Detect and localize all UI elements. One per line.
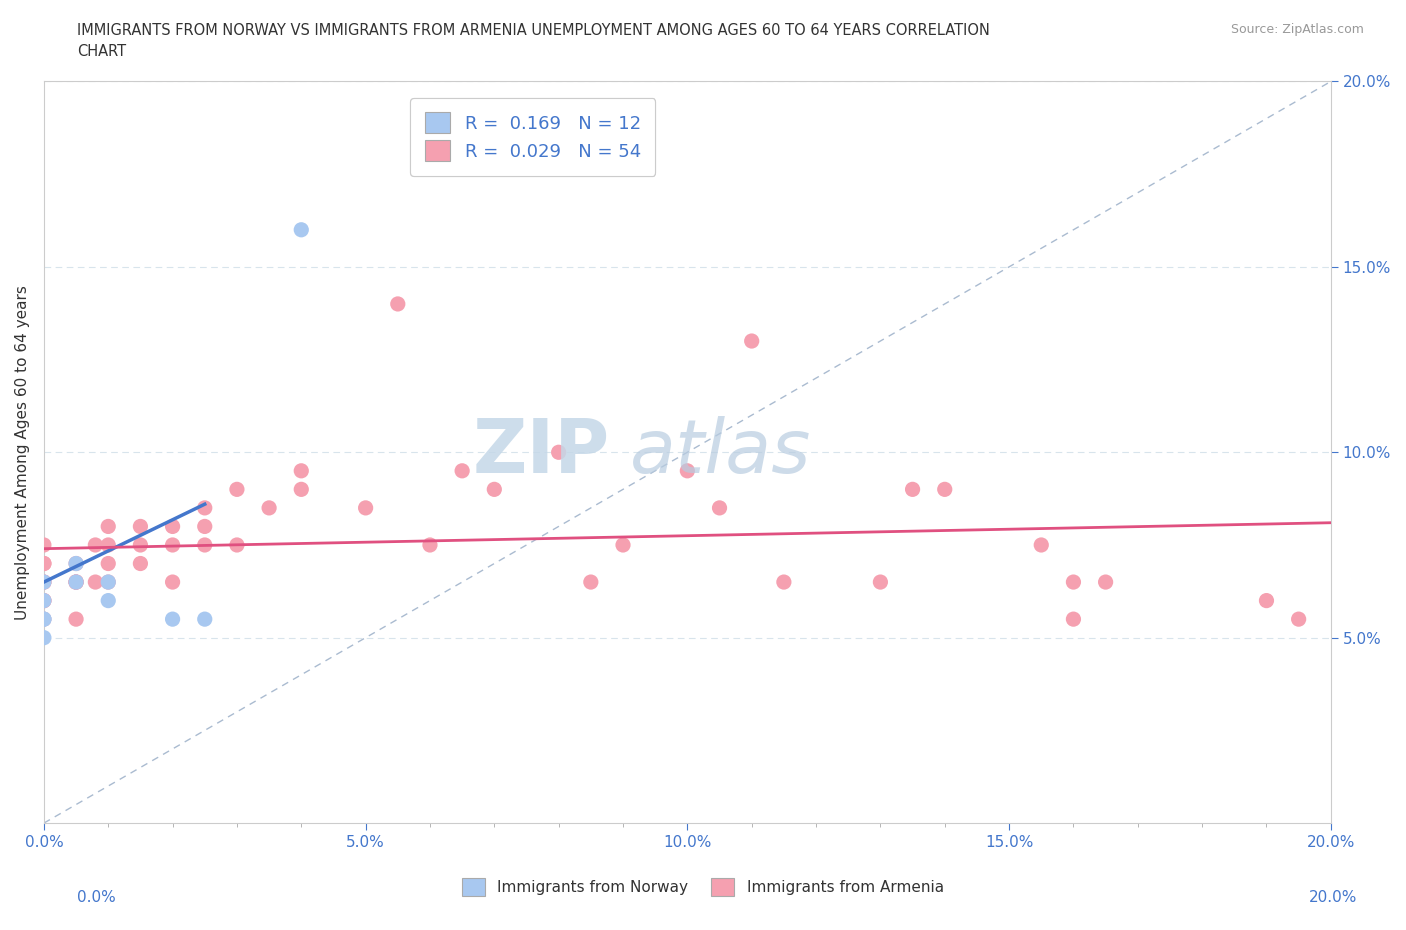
Point <box>869 575 891 590</box>
Point <box>612 538 634 552</box>
Point <box>65 556 87 571</box>
Point <box>773 575 796 590</box>
Point <box>1256 593 1278 608</box>
Point <box>194 612 217 627</box>
Point <box>741 334 763 349</box>
Point <box>129 519 152 534</box>
Point <box>162 612 184 627</box>
Point <box>97 575 120 590</box>
Text: 0.0%: 0.0% <box>77 890 117 905</box>
Point <box>32 556 55 571</box>
Point <box>32 556 55 571</box>
Point <box>162 575 184 590</box>
Text: Source: ZipAtlas.com: Source: ZipAtlas.com <box>1230 23 1364 36</box>
Point <box>97 556 120 571</box>
Point <box>1062 575 1084 590</box>
Point <box>32 593 55 608</box>
Point <box>547 445 569 459</box>
Point <box>226 538 249 552</box>
Point <box>84 575 107 590</box>
Legend: Immigrants from Norway, Immigrants from Armenia: Immigrants from Norway, Immigrants from … <box>454 870 952 904</box>
Point <box>676 463 699 478</box>
Point <box>194 538 217 552</box>
Point <box>1288 612 1310 627</box>
Point <box>194 500 217 515</box>
Point <box>290 222 312 237</box>
Legend: R =  0.169   N = 12, R =  0.029   N = 54: R = 0.169 N = 12, R = 0.029 N = 54 <box>411 98 655 176</box>
Text: atlas: atlas <box>630 417 811 488</box>
Point <box>129 538 152 552</box>
Point <box>32 612 55 627</box>
Point <box>65 575 87 590</box>
Point <box>257 500 280 515</box>
Point <box>290 463 312 478</box>
Point <box>290 482 312 497</box>
Point <box>97 575 120 590</box>
Point <box>1062 612 1084 627</box>
Text: ZIP: ZIP <box>472 416 610 489</box>
Point <box>65 556 87 571</box>
Point <box>1094 575 1116 590</box>
Point <box>65 612 87 627</box>
Point <box>709 500 731 515</box>
Point <box>901 482 924 497</box>
Point <box>65 575 87 590</box>
Point <box>162 538 184 552</box>
Point <box>451 463 474 478</box>
Point <box>934 482 956 497</box>
Text: 20.0%: 20.0% <box>1309 890 1357 905</box>
Point <box>97 593 120 608</box>
Point <box>387 297 409 312</box>
Y-axis label: Unemployment Among Ages 60 to 64 years: Unemployment Among Ages 60 to 64 years <box>15 285 30 619</box>
Point <box>484 482 506 497</box>
Point <box>84 538 107 552</box>
Text: CHART: CHART <box>77 44 127 59</box>
Point <box>32 593 55 608</box>
Point <box>1031 538 1053 552</box>
Point <box>32 631 55 645</box>
Text: IMMIGRANTS FROM NORWAY VS IMMIGRANTS FROM ARMENIA UNEMPLOYMENT AMONG AGES 60 TO : IMMIGRANTS FROM NORWAY VS IMMIGRANTS FRO… <box>77 23 990 38</box>
Point <box>65 575 87 590</box>
Point <box>419 538 441 552</box>
Point <box>65 575 87 590</box>
Point <box>97 519 120 534</box>
Point <box>354 500 377 515</box>
Point <box>32 612 55 627</box>
Point <box>97 538 120 552</box>
Point <box>32 575 55 590</box>
Point <box>226 482 249 497</box>
Point <box>32 575 55 590</box>
Point <box>194 519 217 534</box>
Point <box>129 556 152 571</box>
Point <box>32 612 55 627</box>
Point <box>162 519 184 534</box>
Point <box>579 575 602 590</box>
Point <box>32 538 55 552</box>
Point <box>32 593 55 608</box>
Point <box>32 575 55 590</box>
